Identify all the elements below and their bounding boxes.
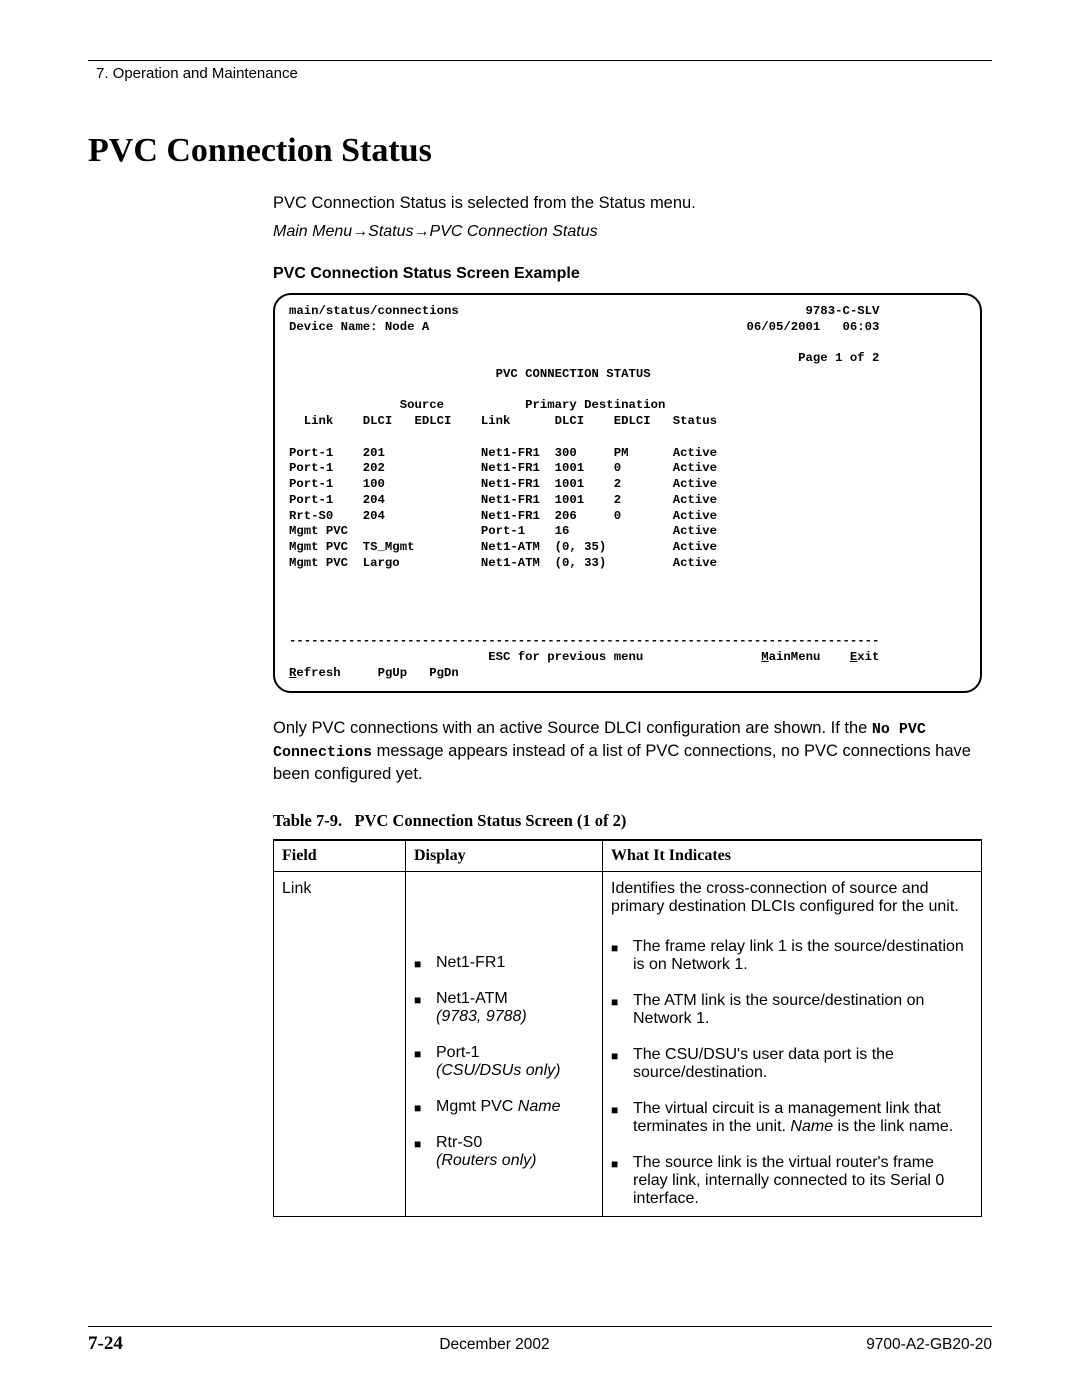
cell-what: Identifies the cross-connection of sourc…	[603, 872, 982, 1217]
header-rule	[88, 60, 992, 61]
cell-field: Link	[274, 872, 406, 1217]
running-head: 7. Operation and Maintenance	[96, 65, 992, 82]
list-item: Rtr-S0(Routers only)	[414, 1134, 594, 1170]
table-row: Link Net1-FR1 Net1-ATM(9783, 9788) Port-1(…	[274, 872, 982, 1217]
body-paragraph: Only PVC connections with an active Sour…	[273, 717, 982, 786]
breadcrumb: Main Menu→Status→PVC Connection Status	[273, 223, 982, 241]
list-item: The source link is the virtual router's …	[611, 1154, 973, 1208]
fields-table: Field Display What It Indicates Link Net…	[273, 839, 982, 1217]
terminal-screen: main/status/connections 9783-C-SLV Devic…	[273, 293, 982, 693]
arrow-icon: →	[352, 223, 368, 240]
breadcrumb-b: Status	[368, 223, 413, 240]
page: 7. Operation and Maintenance PVC Connect…	[0, 0, 1080, 1397]
footer-date: December 2002	[439, 1336, 549, 1354]
th-field: Field	[274, 840, 406, 872]
th-display: Display	[406, 840, 603, 872]
list-item: Port-1(CSU/DSUs only)	[414, 1044, 594, 1080]
list-item: Net1-ATM(9783, 9788)	[414, 990, 594, 1026]
page-title: PVC Connection Status	[88, 132, 992, 170]
display-list: Net1-FR1 Net1-ATM(9783, 9788) Port-1(CSU/D…	[414, 954, 594, 1170]
table-caption: Table 7-9. PVC Connection Status Screen …	[273, 811, 982, 831]
footer-rule	[88, 1326, 992, 1327]
example-title: PVC Connection Status Screen Example	[273, 265, 982, 283]
footer-doc-id: 9700-A2-GB20-20	[866, 1336, 992, 1354]
list-item: The CSU/DSU's user data port is the sour…	[611, 1046, 973, 1082]
paragraph-text: Only PVC connections with an active Sour…	[273, 719, 872, 737]
cell-display: Net1-FR1 Net1-ATM(9783, 9788) Port-1(CSU/D…	[406, 872, 603, 1217]
page-footer: 7-24 December 2002 9700-A2-GB20-20	[88, 1326, 992, 1355]
table-label: Table 7-9.	[273, 811, 342, 830]
body-content: PVC Connection Status is selected from t…	[273, 194, 982, 1217]
list-item: The virtual circuit is a management link…	[611, 1100, 973, 1136]
th-what: What It Indicates	[603, 840, 982, 872]
breadcrumb-a: Main Menu	[273, 223, 352, 240]
table-header-row: Field Display What It Indicates	[274, 840, 982, 872]
list-item: Net1-FR1	[414, 954, 594, 972]
what-top-text: Identifies the cross-connection of sourc…	[611, 880, 973, 916]
breadcrumb-c: PVC Connection Status	[430, 223, 598, 240]
paragraph-text: message appears instead of a list of PVC…	[273, 742, 971, 783]
page-number: 7-24	[88, 1333, 123, 1355]
what-list: The frame relay link 1 is the source/des…	[611, 938, 973, 1208]
intro-text: PVC Connection Status is selected from t…	[273, 194, 982, 213]
list-item: The ATM link is the source/destination o…	[611, 992, 973, 1028]
arrow-icon: →	[414, 223, 430, 240]
list-item: Mgmt PVC Name	[414, 1098, 594, 1116]
list-item: The frame relay link 1 is the source/des…	[611, 938, 973, 974]
table-title: PVC Connection Status Screen (1 of 2)	[354, 811, 626, 830]
